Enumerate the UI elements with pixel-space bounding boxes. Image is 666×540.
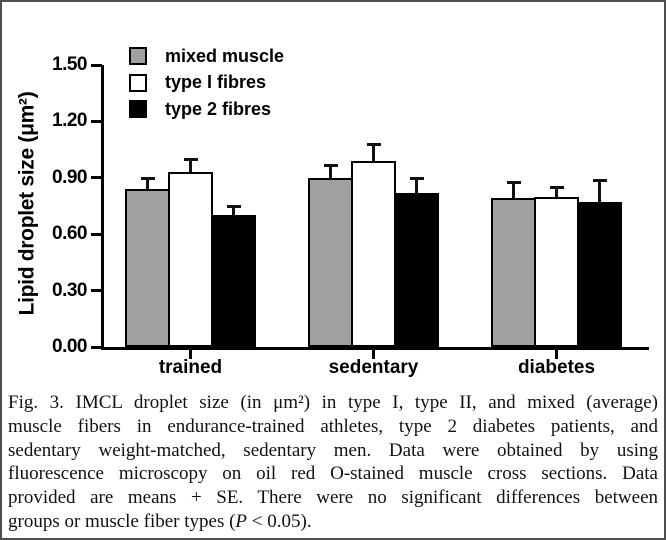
legend-swatch-mixed-muscle: [129, 47, 147, 65]
error-bar-cap: [549, 186, 564, 189]
bar-type-I-fibres-trained: [168, 172, 213, 347]
error-bar-cap: [409, 177, 424, 180]
legend-item: mixed muscle: [129, 45, 285, 66]
bar-type-2-fibres-sedentary: [394, 193, 439, 347]
bar-mixed-muscle-diabetes: [491, 198, 536, 347]
x-axis-line: [101, 347, 649, 350]
error-bar-cap: [140, 177, 155, 180]
y-axis-tick: [91, 289, 102, 293]
legend-label: type 2 fibres: [165, 98, 272, 119]
y-axis-tick-label: 0.60: [52, 223, 87, 245]
x-axis-category-label: diabetes: [517, 357, 596, 378]
bar-mixed-muscle-sedentary: [308, 178, 353, 347]
caption-last-line: groups or muscle fiber types (P < 0.05).: [8, 510, 658, 534]
error-bar-stem: [329, 165, 332, 178]
error-bar-stem: [512, 182, 515, 198]
y-axis-line: [101, 65, 104, 350]
y-axis-label: Lipid droplet size (μm²): [15, 91, 39, 316]
x-axis-tick: [189, 350, 192, 359]
error-bar-stem: [415, 178, 418, 193]
error-bar-cap: [323, 164, 338, 167]
bar-type-2-fibres-diabetes: [577, 202, 622, 347]
bar-type-I-fibres-sedentary: [351, 161, 396, 347]
y-axis-tick-label: 1.50: [52, 54, 87, 75]
y-axis-tick: [91, 63, 102, 67]
legend-swatch-type-2-fibres: [129, 100, 147, 118]
bar-chart: Lipid droplet size (μm²) 0.00 0.30 0.60 0.9…: [2, 2, 664, 394]
x-axis-category-label: sedentary: [328, 357, 419, 378]
caption-line: fluorescence microscopy on oil red O-sta…: [8, 463, 658, 485]
y-axis-tick-label: 0.00: [52, 336, 87, 357]
error-bar-stem: [189, 159, 192, 172]
y-axis-tick-label: 1.20: [52, 110, 87, 132]
y-axis-tick: [91, 119, 102, 123]
legend-label: type I fibres: [165, 72, 267, 92]
caption-line: provided are means + SE. There were no s…: [8, 487, 658, 509]
x-axis-tick: [555, 350, 558, 359]
figure-caption: Fig. 3. IMCL droplet size (in μm²) in ty…: [8, 391, 658, 534]
caption-line: muscle fibers in endurance-trained athle…: [8, 415, 658, 437]
error-bar-stem: [555, 187, 558, 197]
caption-line: Fig. 3. IMCL droplet size (in μm²) in ty…: [8, 392, 658, 413]
error-bar-stem: [232, 206, 235, 215]
bar-type-I-fibres-diabetes: [534, 197, 579, 347]
error-bar-cap: [366, 143, 381, 146]
legend-item: type I fibres: [129, 72, 267, 92]
caption-line: sedentary weight-matched, sedentary men.…: [8, 439, 658, 461]
bar-type-2-fibres-trained: [211, 215, 256, 347]
x-axis-category-label: trained: [158, 357, 223, 378]
caption-text: < 0.05).: [247, 510, 312, 532]
x-axis-tick: [372, 350, 375, 359]
y-axis-tick: [91, 176, 102, 180]
y-axis-tick: [91, 232, 102, 236]
legend-label: mixed muscle: [165, 45, 285, 66]
error-bar-stem: [146, 178, 149, 189]
bar-mixed-muscle-trained: [125, 189, 170, 347]
caption-text: groups or muscle fiber types (: [8, 510, 236, 532]
legend-item: type 2 fibres: [129, 98, 272, 119]
error-bar-cap: [592, 179, 607, 182]
y-axis-tick: [91, 345, 102, 349]
error-bar-stem: [372, 144, 375, 161]
error-bar-cap: [226, 205, 241, 208]
error-bar-stem: [598, 180, 601, 202]
error-bar-cap: [506, 181, 521, 184]
y-axis-tick-label: 0.30: [52, 279, 87, 301]
caption-p-symbol: P: [235, 510, 248, 532]
legend-swatch-type-I-fibres: [129, 73, 147, 92]
error-bar-cap: [183, 158, 198, 161]
y-axis-tick-label: 0.90: [52, 166, 87, 188]
